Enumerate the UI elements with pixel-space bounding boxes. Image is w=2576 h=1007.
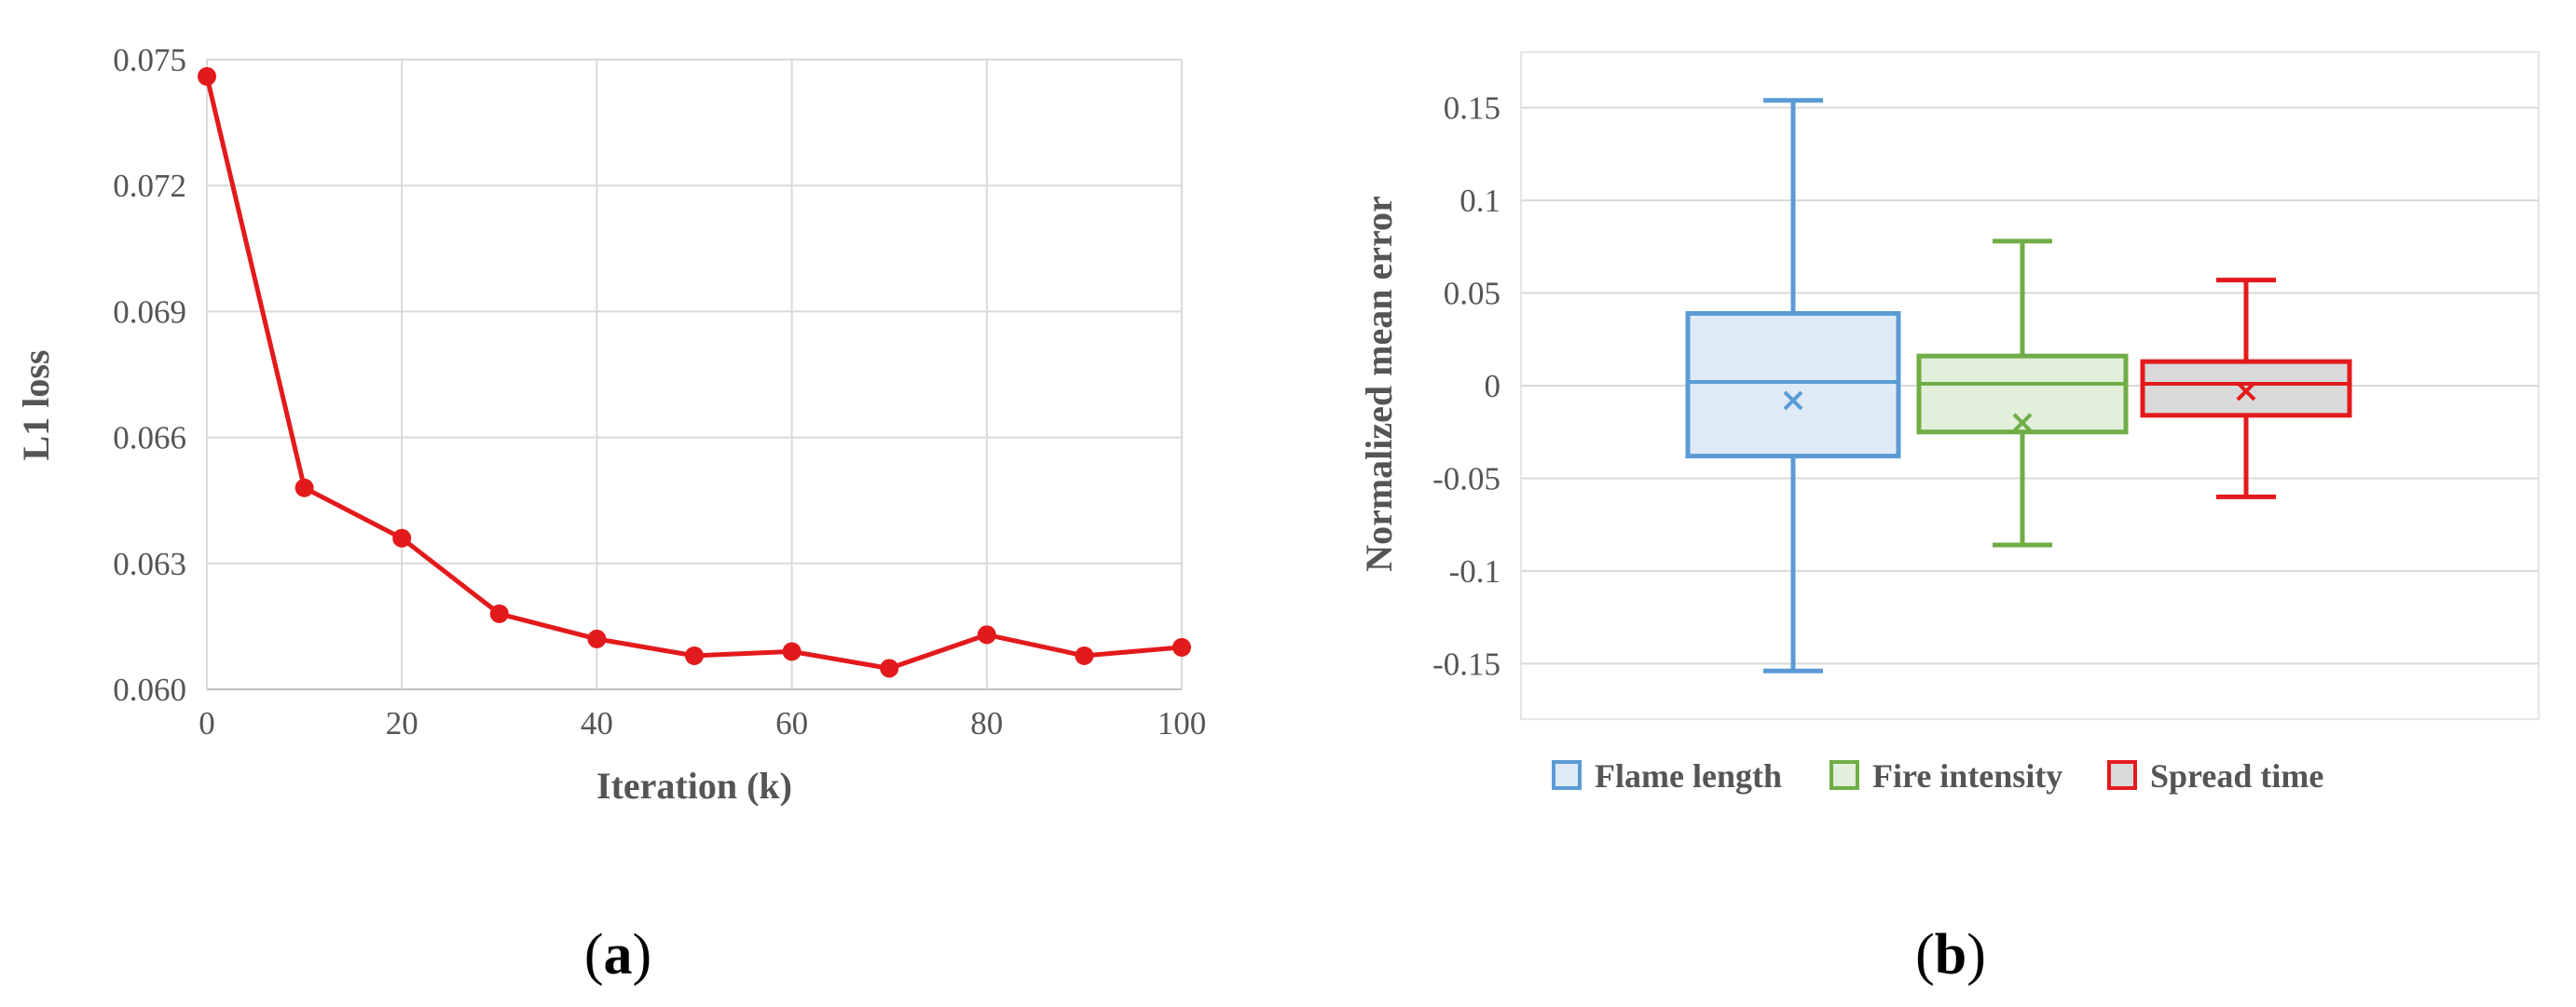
box-spread-time bbox=[2140, 278, 2352, 499]
loss-y-tick-label: 0.069 bbox=[113, 293, 186, 330]
interquartile-box bbox=[1685, 310, 1901, 459]
loss-chart-x-ticks: 0 20 40 60 80 100 bbox=[199, 705, 1206, 742]
loss-line bbox=[204, 75, 1183, 671]
mean-marker bbox=[2012, 413, 2033, 433]
loss-data-point bbox=[685, 646, 704, 665]
box-y-tick-label: 0.05 bbox=[1444, 276, 1500, 312]
loss-y-tick-label: 0.060 bbox=[113, 672, 186, 708]
loss-line-chart: 0.060 0.063 0.066 0.069 0.072 0.075 0 20 40 60 80… bbox=[15, 42, 1206, 807]
box-y-tick-label: 0.15 bbox=[1444, 90, 1500, 127]
loss-x-tick-label: 40 bbox=[581, 705, 613, 742]
box-chart-legend: Flame length Fire intensity Spread time bbox=[1552, 757, 2323, 795]
box-y-tick-label: -0.15 bbox=[1432, 646, 1500, 682]
loss-data-point bbox=[977, 625, 996, 645]
panel-label-a: (a) bbox=[584, 923, 651, 987]
loss-data-point bbox=[392, 528, 412, 548]
loss-x-tick-label: 60 bbox=[775, 705, 808, 742]
loss-data-point bbox=[1075, 646, 1094, 665]
box-fire-intensity bbox=[1916, 238, 2129, 548]
loss-series bbox=[198, 67, 1191, 678]
interquartile-box bbox=[2140, 359, 2352, 418]
loss-y-tick-label: 0.072 bbox=[113, 168, 186, 204]
error-y-axis-title: Normalized mean error bbox=[1358, 196, 1400, 572]
loss-data-point bbox=[198, 67, 216, 87]
legend-item: Fire intensity bbox=[1829, 757, 2062, 795]
loss-y-tick-label: 0.075 bbox=[113, 42, 186, 78]
loss-data-point bbox=[880, 659, 899, 678]
loss-x-tick-label: 80 bbox=[970, 705, 1003, 742]
box-y-tick-label: -0.05 bbox=[1432, 460, 1500, 497]
legend-item: Flame length bbox=[1552, 757, 1782, 795]
legend-swatch bbox=[1552, 760, 1582, 790]
legend-swatch bbox=[1829, 760, 1859, 790]
loss-data-point bbox=[587, 629, 607, 648]
box-series bbox=[1685, 98, 2352, 674]
legend-label: Flame length bbox=[1595, 757, 1782, 795]
mean-marker bbox=[1783, 390, 1803, 411]
loss-y-axis-title: L1 loss bbox=[15, 350, 57, 461]
interquartile-box bbox=[1916, 353, 2129, 435]
legend-swatch bbox=[2107, 760, 2137, 790]
loss-y-tick-label: 0.066 bbox=[113, 420, 186, 456]
box-y-tick-label: -0.1 bbox=[1449, 553, 1500, 590]
loss-x-tick-label: 20 bbox=[386, 705, 418, 742]
loss-x-tick-label: 0 bbox=[199, 705, 215, 742]
loss-chart-y-ticks: 0.060 0.063 0.066 0.069 0.072 0.075 bbox=[113, 42, 186, 708]
legend-label: Spread time bbox=[2150, 757, 2323, 795]
mean-marker bbox=[2236, 381, 2256, 401]
loss-data-point bbox=[489, 604, 509, 623]
legend-label: Fire intensity bbox=[1872, 757, 2062, 795]
loss-data-point bbox=[295, 478, 314, 497]
box-chart-y-ticks: -0.15 -0.1 -0.05 0 0.05 0.1 0.15 bbox=[1432, 90, 1500, 683]
loss-x-axis-title: Iteration (k) bbox=[596, 765, 792, 807]
box-y-tick-label: 0 bbox=[1485, 368, 1501, 404]
loss-data-point bbox=[782, 642, 802, 661]
panel-label-b: (b) bbox=[1915, 923, 1986, 987]
loss-data-point bbox=[1172, 637, 1191, 657]
error-box-chart: -0.15 -0.1 -0.05 0 0.05 0.1 0.15 Normalized me… bbox=[1358, 51, 2540, 795]
box-y-tick-label: 0.1 bbox=[1459, 183, 1500, 219]
legend-item: Spread time bbox=[2107, 757, 2323, 795]
loss-x-tick-label: 100 bbox=[1158, 705, 1207, 742]
loss-chart-grid bbox=[206, 59, 1183, 690]
loss-y-tick-label: 0.063 bbox=[113, 546, 186, 582]
box-flame-length bbox=[1685, 98, 1901, 674]
